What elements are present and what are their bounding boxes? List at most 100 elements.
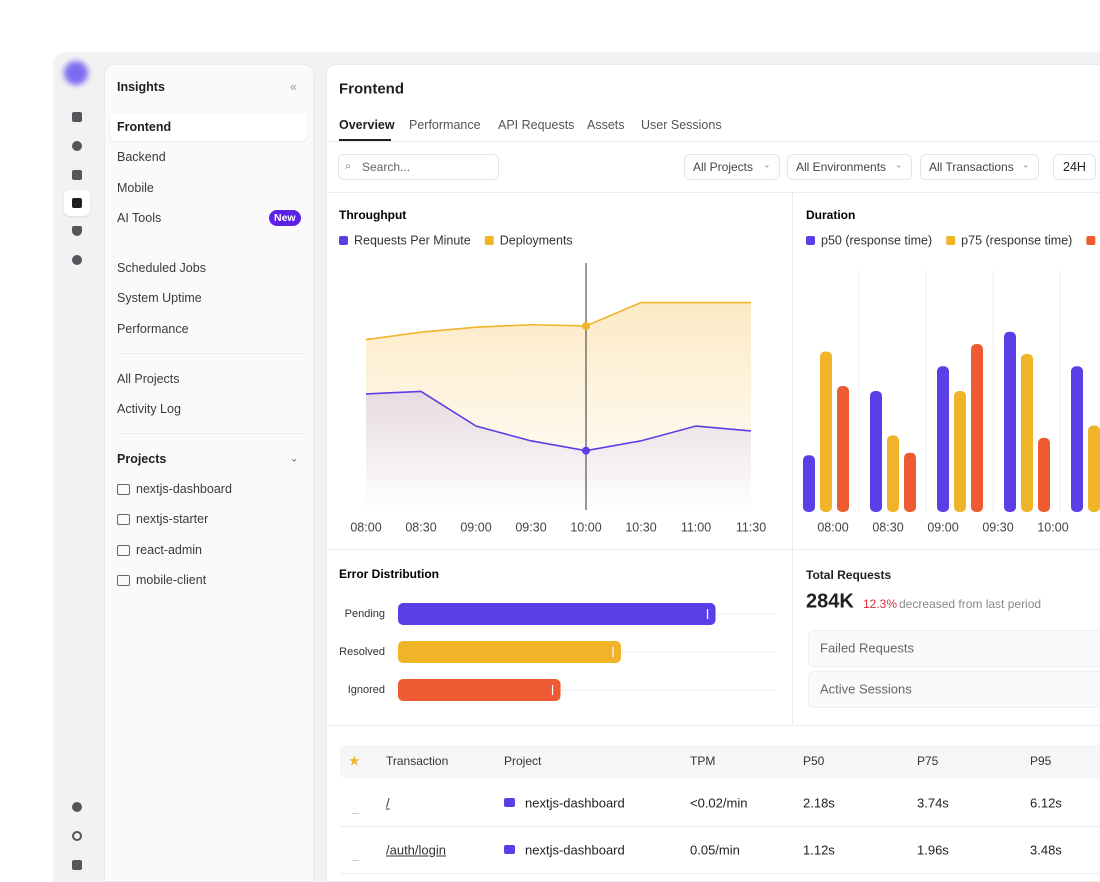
line	[365, 390, 752, 452]
project-item[interactable]: nextjs-starter	[136, 512, 209, 527]
summary-change-text: decreased from last period	[899, 597, 1042, 611]
nav-item[interactable]: Activity Log	[117, 402, 181, 416]
filter-label: All Transactions	[929, 160, 1014, 174]
project-item[interactable]: mobile-client	[136, 572, 207, 587]
tab[interactable]: Assets	[587, 118, 625, 132]
divider	[326, 549, 1100, 550]
y-tick-label: Resolved	[339, 646, 385, 658]
table-cell: 3.48s	[1030, 842, 1062, 858]
filter-button[interactable]	[920, 154, 1039, 180]
table-cell: nextjs-dashboard	[525, 795, 625, 811]
bar	[1088, 425, 1100, 512]
summary-row[interactable]	[808, 630, 1100, 667]
rail-icon[interactable]	[72, 831, 82, 841]
rail-icon[interactable]	[72, 170, 82, 180]
rail-icon[interactable]	[72, 226, 82, 236]
x-tick-label: 09:00	[460, 520, 491, 534]
bar	[870, 390, 882, 512]
rail-icon[interactable]	[72, 198, 82, 208]
sidebar-title: Insights	[117, 80, 165, 94]
tab[interactable]: Overview	[339, 118, 395, 132]
nav-item[interactable]: Backend	[117, 150, 166, 164]
chart-title: Throughput	[339, 208, 406, 222]
filter-label: All Projects	[693, 160, 754, 174]
bar	[887, 435, 899, 512]
filter-button[interactable]	[684, 154, 780, 180]
x-tick-label: 10:00	[1037, 520, 1068, 534]
rail-icon[interactable]	[72, 802, 82, 812]
bar	[837, 386, 849, 512]
bar	[820, 351, 832, 512]
badge-label: New	[274, 212, 296, 224]
rail-icon[interactable]	[72, 860, 82, 870]
divider	[117, 433, 304, 434]
table-cell: 1.96s	[917, 842, 949, 858]
collapse[interactable]: «	[290, 80, 297, 94]
rail-icon[interactable]	[72, 255, 82, 265]
bar	[398, 603, 716, 625]
rail-icon[interactable]	[72, 112, 82, 122]
project-icon	[117, 514, 130, 526]
transaction-link[interactable]: /auth/login	[386, 842, 446, 858]
nav-item[interactable]: Scheduled Jobs	[117, 261, 206, 275]
table-cell: 6.12s	[1030, 795, 1062, 811]
legend-swatch	[339, 236, 348, 245]
x-tick-label: 08:00	[350, 520, 381, 534]
divider	[792, 192, 793, 725]
row-handle	[352, 813, 359, 814]
bar	[1004, 331, 1016, 512]
chart-title: Error Distribution	[339, 567, 439, 581]
summary-title: Total Requests	[806, 568, 892, 582]
tab[interactable]: API Requests	[498, 118, 575, 132]
project-icon	[117, 574, 130, 586]
table-cell: 3.74s	[917, 795, 949, 811]
tab-underline	[339, 139, 391, 141]
summary-row-label: Active Sessions	[820, 681, 912, 697]
bar	[398, 641, 622, 663]
transaction-link[interactable]: /	[386, 795, 390, 811]
table-cell: 1.12s	[803, 842, 835, 858]
line	[365, 301, 751, 341]
project-item[interactable]: nextjs-dashboard	[136, 482, 232, 496]
table-cell: 0.05/min	[690, 842, 740, 858]
nav-item[interactable]: All Projects	[117, 372, 180, 386]
x-tick-label: 08:30	[872, 520, 903, 534]
x-tick-label: 10:30	[625, 520, 656, 534]
summary-row[interactable]	[808, 671, 1100, 708]
chart-title: Duration	[806, 208, 855, 222]
tab[interactable]: Performance	[409, 118, 481, 132]
legend-label: Requests Per Minute	[354, 233, 471, 247]
filter-button[interactable]	[787, 154, 912, 180]
chevron[interactable]: ⌄	[290, 453, 299, 465]
badge	[269, 210, 301, 226]
project-icon	[504, 798, 515, 807]
tabs-border	[326, 141, 1100, 142]
column-header: TPM	[690, 754, 716, 768]
legend-label: p75 (response time)	[961, 233, 1072, 247]
project-icon	[117, 484, 130, 495]
nav-item[interactable]: AI Tools	[117, 211, 162, 225]
project-icon	[117, 544, 130, 556]
nav-item[interactable]: Mobile	[117, 181, 154, 195]
nav-item[interactable]: System Uptime	[117, 291, 202, 305]
star-icon[interactable]: ★	[348, 752, 361, 769]
filter-caret: ⌄	[1022, 159, 1030, 170]
bar	[971, 344, 983, 512]
x-tick-label: 09:30	[982, 520, 1013, 534]
bar	[954, 390, 966, 512]
active-item	[110, 113, 307, 141]
table-cell: nextjs-dashboard	[525, 842, 625, 858]
area	[366, 391, 751, 510]
rail-icon[interactable]	[72, 141, 82, 151]
range-button[interactable]	[1053, 154, 1096, 180]
y-tick-label: Ignored	[348, 684, 385, 696]
divider	[326, 725, 1100, 726]
project-item[interactable]: react-admin	[136, 542, 202, 557]
nav-item[interactable]: Frontend	[117, 120, 172, 134]
nav-item[interactable]: Performance	[117, 322, 189, 336]
tab[interactable]: User Sessions	[641, 118, 722, 132]
legend-label: p50 (response time)	[821, 233, 932, 247]
search-box[interactable]	[338, 154, 499, 180]
